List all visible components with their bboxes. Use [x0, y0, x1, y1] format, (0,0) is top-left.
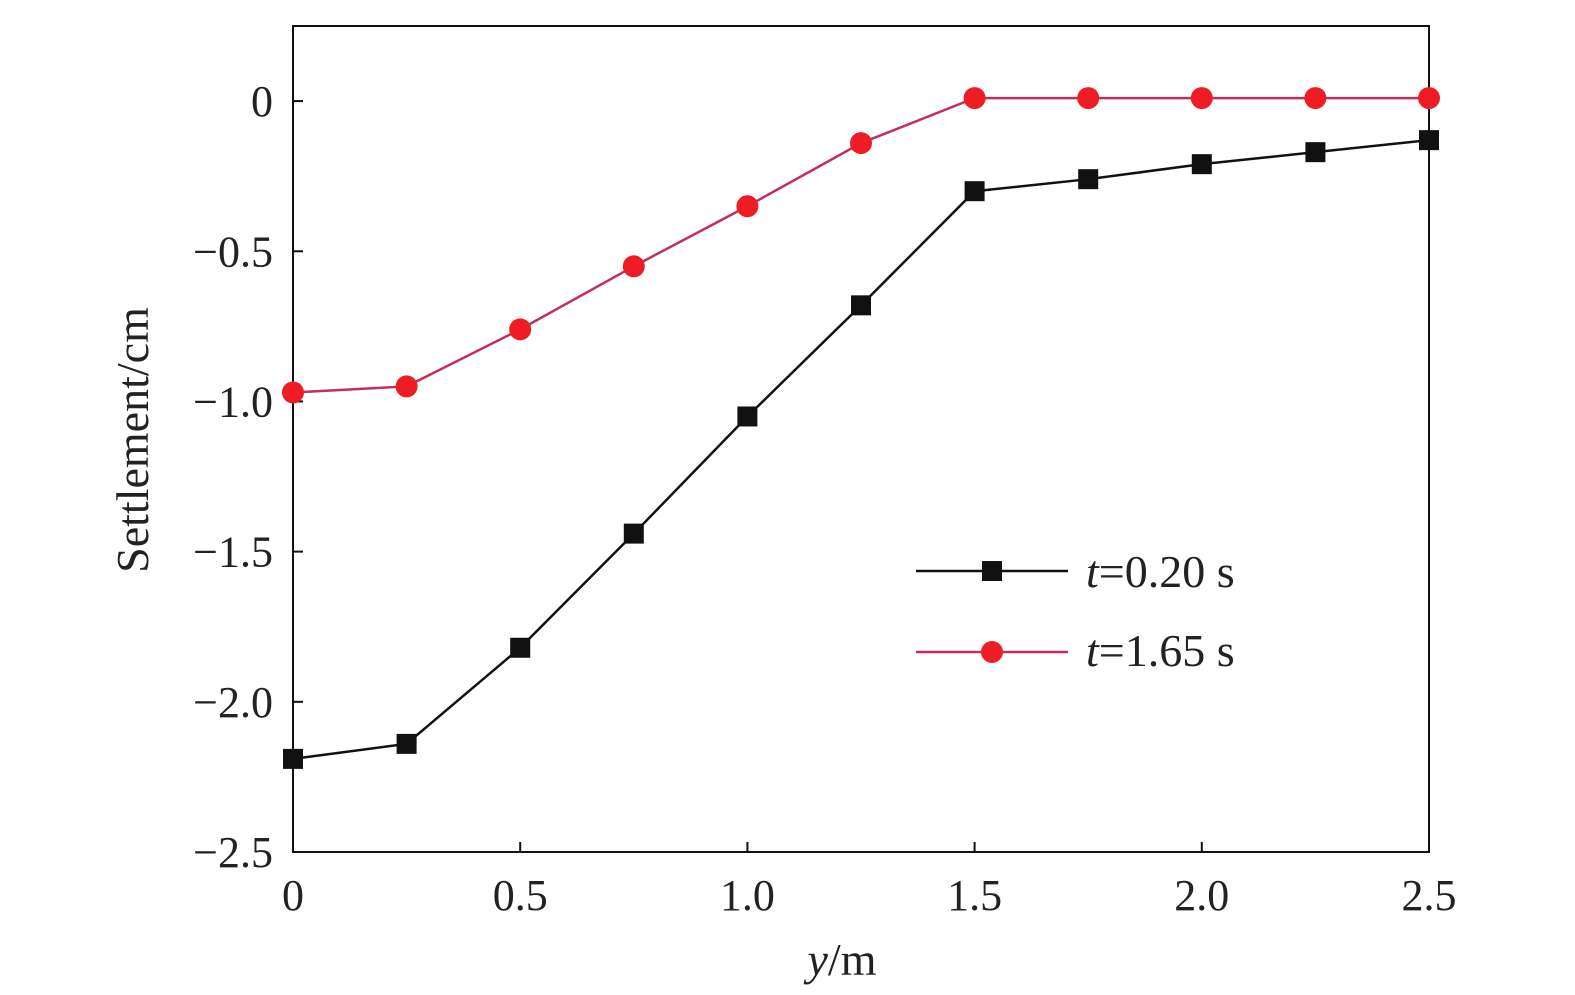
- series-1-point: [737, 406, 758, 427]
- legend-marker-series-2: [981, 641, 1003, 663]
- legend-marker-series-1: [982, 561, 1002, 581]
- y-tick-label: −1.0: [193, 377, 273, 426]
- y-tick-label: −0.5: [193, 227, 273, 276]
- series-layer: [282, 87, 1440, 769]
- series-2-point: [395, 375, 418, 398]
- series-1-point: [1419, 130, 1439, 151]
- series-2-point: [509, 318, 532, 341]
- legend-label-series-2: t=1.65 s: [1086, 625, 1235, 676]
- x-tick-label: 2.5: [1402, 871, 1457, 920]
- legend-entry-series-1: t=0.20 s: [916, 546, 1235, 597]
- series-1-point: [1305, 142, 1326, 163]
- legend-label-series-1: t=0.20 s: [1086, 546, 1235, 597]
- x-axis: 0 0.5 1.0 1.5 2.0 2.5: [282, 842, 1457, 920]
- series-1-point: [851, 295, 871, 316]
- legend: t=0.20 s t=1.65 s: [916, 546, 1235, 676]
- series-1-line: [292, 138, 1430, 761]
- y-tick-label: −2.0: [193, 678, 273, 727]
- series-1: [283, 130, 1439, 769]
- series-2-point: [1304, 87, 1327, 110]
- x-axis-title: y/m: [804, 934, 877, 985]
- series-1-point: [964, 181, 985, 202]
- series-2-point: [1418, 87, 1440, 110]
- x-tick-label: 1.5: [947, 871, 1002, 920]
- x-tick-label: 0: [282, 871, 304, 920]
- series-2-point: [1190, 87, 1213, 110]
- series-1-point: [283, 748, 303, 769]
- series-2: [282, 87, 1440, 404]
- x-tick-label: 0.5: [493, 871, 548, 920]
- series-2-point: [622, 255, 645, 278]
- series-1-point: [623, 523, 644, 544]
- legend-entry-series-2: t=1.65 s: [916, 625, 1235, 676]
- y-tick-label: −2.5: [193, 828, 273, 877]
- series-2-point: [282, 381, 304, 404]
- series-1-point: [1191, 154, 1212, 175]
- series-2-point: [850, 132, 872, 155]
- y-tick-label: −1.5: [193, 528, 273, 577]
- x-axis-title-var: y: [804, 934, 829, 985]
- series-1-point: [396, 733, 417, 754]
- x-axis-title-unit: /m: [828, 934, 877, 985]
- series-2-point: [736, 195, 759, 218]
- series-1-point: [1078, 169, 1099, 190]
- x-tick-label: 1.0: [720, 871, 775, 920]
- series-2-point: [963, 87, 986, 110]
- y-axis: 0 −0.5 −1.0 −1.5 −2.0 −2.5: [193, 77, 303, 877]
- series-1-point: [510, 637, 531, 658]
- series-2-point: [1077, 87, 1100, 110]
- plot-frame: [292, 25, 1430, 853]
- y-tick-label: 0: [251, 77, 273, 126]
- y-axis-title: Settlement/cm: [107, 307, 158, 573]
- x-tick-label: 2.0: [1174, 871, 1229, 920]
